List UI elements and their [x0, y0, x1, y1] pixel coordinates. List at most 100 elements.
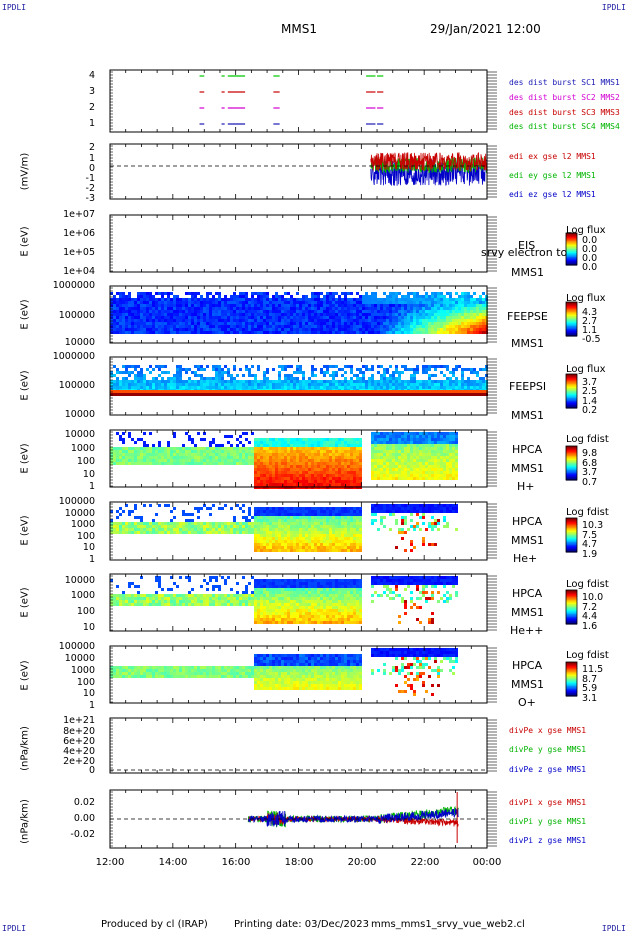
heatmap-cell: [338, 459, 341, 462]
heatmap-cell: [389, 377, 392, 380]
heatmap-cell: [236, 453, 239, 456]
heatmap-cell: [437, 465, 440, 468]
heatmap-cell: [122, 295, 125, 298]
heatmap-cell: [287, 322, 290, 325]
heatmap-cell: [341, 292, 344, 295]
heatmap-cell: [293, 316, 296, 319]
heatmap-cell: [227, 331, 230, 334]
heatmap-cell: [356, 374, 359, 377]
heatmap-cell: [227, 304, 230, 307]
heatmap-cell: [155, 450, 158, 453]
heatmap-cell: [455, 438, 458, 441]
heatmap-cell: [287, 307, 290, 310]
heatmap-cell: [170, 528, 173, 531]
heatmap-cell: [233, 292, 236, 295]
heatmap-cell: [422, 447, 425, 450]
heatmap-cell: [197, 319, 200, 322]
heatmap-cell: [275, 522, 278, 525]
heatmap-cell: [173, 380, 176, 383]
heatmap-cell: [254, 459, 257, 462]
heatmap-cell: [251, 374, 254, 377]
heatmap-cell: [338, 301, 341, 304]
heatmap-cell: [341, 450, 344, 453]
heatmap-cell: [212, 377, 215, 380]
heatmap-cell: [254, 537, 257, 540]
heatmap-cell: [287, 328, 290, 331]
heatmap-cell: [206, 316, 209, 319]
heatmap-cell: [263, 513, 266, 516]
heatmap-cell: [158, 316, 161, 319]
heatmap-cell: [227, 453, 230, 456]
heatmap-cell: [437, 474, 440, 477]
heatmap-cell: [338, 383, 341, 386]
heatmap-cell: [323, 525, 326, 528]
heatmap-cell: [218, 313, 221, 316]
heatmap-cell: [311, 471, 314, 474]
heatmap-cell: [128, 435, 131, 438]
heatmap-cell: [416, 331, 419, 334]
heatmap-cell: [299, 462, 302, 465]
heatmap-cell: [140, 310, 143, 313]
heatmap-cell: [437, 310, 440, 313]
heatmap-cell: [176, 531, 179, 534]
heatmap-cell: [281, 328, 284, 331]
heatmap-cell: [218, 307, 221, 310]
heatmap-cell: [386, 456, 389, 459]
heatmap-cell: [434, 322, 437, 325]
heatmap-cell: [290, 465, 293, 468]
heatmap-cell: [350, 322, 353, 325]
heatmap-cell: [320, 386, 323, 389]
heatmap-cell: [326, 459, 329, 462]
heatmap-cell: [302, 371, 305, 374]
heatmap-cell: [338, 447, 341, 450]
heatmap-cell: [326, 313, 329, 316]
heatmap-cell: [311, 368, 314, 371]
heatmap-cell: [389, 304, 392, 307]
heatmap-cell: [482, 310, 485, 313]
heatmap-cell: [299, 319, 302, 322]
heatmap-cell: [257, 540, 260, 543]
heatmap-cell: [431, 468, 434, 471]
heatmap-cell: [320, 310, 323, 313]
heatmap-cell: [428, 316, 431, 319]
heatmap-cell: [125, 331, 128, 334]
heatmap-cell: [455, 368, 458, 371]
heatmap-cell: [284, 465, 287, 468]
heatmap-cell: [401, 444, 404, 447]
heatmap-cell: [293, 313, 296, 316]
heatmap-cell: [341, 307, 344, 310]
heatmap-cell: [332, 310, 335, 313]
heatmap-cell: [257, 390, 260, 393]
heatmap-cell: [257, 307, 260, 310]
heatmap-cell: [296, 438, 299, 441]
heatmap-cell: [281, 507, 284, 510]
heatmap-cell: [452, 383, 455, 386]
heatmap-cell: [173, 307, 176, 310]
heatmap-cell: [227, 313, 230, 316]
heatmap-cell: [260, 295, 263, 298]
heatmap-cell: [404, 471, 407, 474]
heatmap-cell: [452, 310, 455, 313]
heatmap-cell: [455, 459, 458, 462]
heatmap-cell: [143, 383, 146, 386]
heatmap-cell: [167, 371, 170, 374]
heatmap-cell: [269, 453, 272, 456]
heatmap-cell: [188, 368, 191, 371]
heatmap-cell: [116, 516, 119, 519]
heatmap-cell: [329, 480, 332, 483]
heatmap-cell: [278, 304, 281, 307]
heatmap-cell: [290, 441, 293, 444]
heatmap-cell: [377, 307, 380, 310]
heatmap-cell: [218, 522, 221, 525]
heatmap-cell: [221, 386, 224, 389]
heatmap-cell: [206, 380, 209, 383]
heatmap-cell: [290, 483, 293, 486]
heatmap-cell: [401, 447, 404, 450]
heatmap-cell: [299, 450, 302, 453]
heatmap-cell: [314, 465, 317, 468]
heatmap-cell: [302, 325, 305, 328]
heatmap-cell: [326, 292, 329, 295]
heatmap-cell: [350, 462, 353, 465]
heatmap-cell: [119, 380, 122, 383]
heatmap-cell: [338, 528, 341, 531]
